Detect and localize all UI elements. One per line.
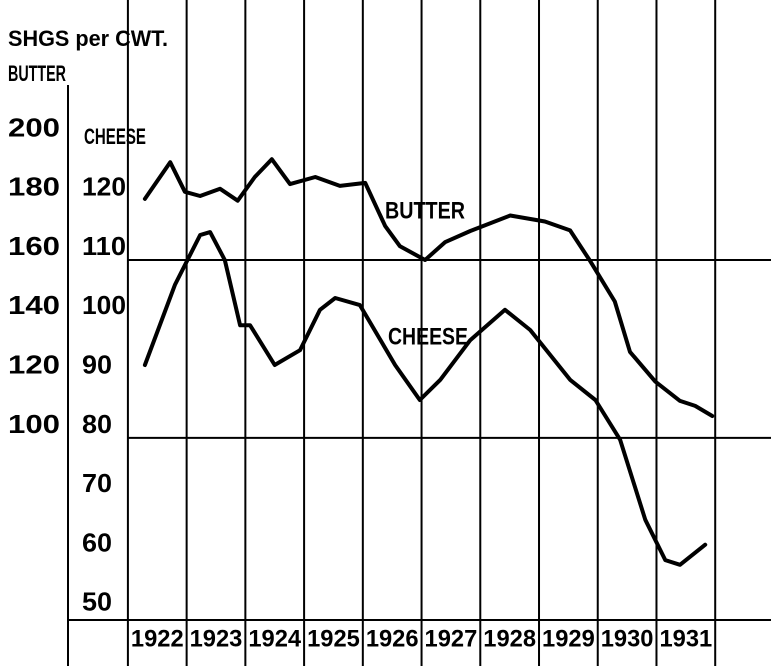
y-tick-label: 120 xyxy=(82,172,126,202)
y-tick-label: 60 xyxy=(82,527,112,557)
x-tick-label: 1931 xyxy=(659,625,712,652)
x-tick-label: 1922 xyxy=(131,625,184,652)
x-tick-label: 1924 xyxy=(248,625,301,652)
y-tick-label: 110 xyxy=(82,231,126,261)
y2-tick-label: 180 xyxy=(8,172,60,202)
y-tick-label: 80 xyxy=(82,409,112,439)
x-tick-label: 1925 xyxy=(307,625,360,652)
y2-tick-label: 200 xyxy=(8,112,60,142)
annotation: BUTTER xyxy=(385,197,465,224)
y-tick-label: 90 xyxy=(82,350,112,380)
x-tick-label: 1929 xyxy=(542,625,595,652)
data-line xyxy=(142,157,715,418)
y2-tick-label: 140 xyxy=(8,290,60,320)
x-tick-label: 1928 xyxy=(483,625,536,652)
x-tick-label: 1923 xyxy=(190,625,243,652)
x-tick-label: 1926 xyxy=(366,625,419,652)
y2-tick-label: 160 xyxy=(8,231,60,261)
y-axis-label: CHEESE xyxy=(84,124,146,149)
x-tick-label: 1927 xyxy=(425,625,478,652)
y-tick-label: 70 xyxy=(82,468,112,498)
y-tick-label: 50 xyxy=(82,587,112,617)
y-tick-label: 100 xyxy=(82,290,126,320)
y2-tick-label: 100 xyxy=(8,409,60,439)
data-line xyxy=(142,230,708,567)
chart-title: SHGS per CWT. xyxy=(8,26,168,51)
y2-tick-label: 120 xyxy=(8,350,60,380)
y2-axis-label: BUTTER xyxy=(8,61,66,86)
x-tick-label: 1930 xyxy=(601,625,654,652)
annotation: CHEESE xyxy=(388,323,468,350)
